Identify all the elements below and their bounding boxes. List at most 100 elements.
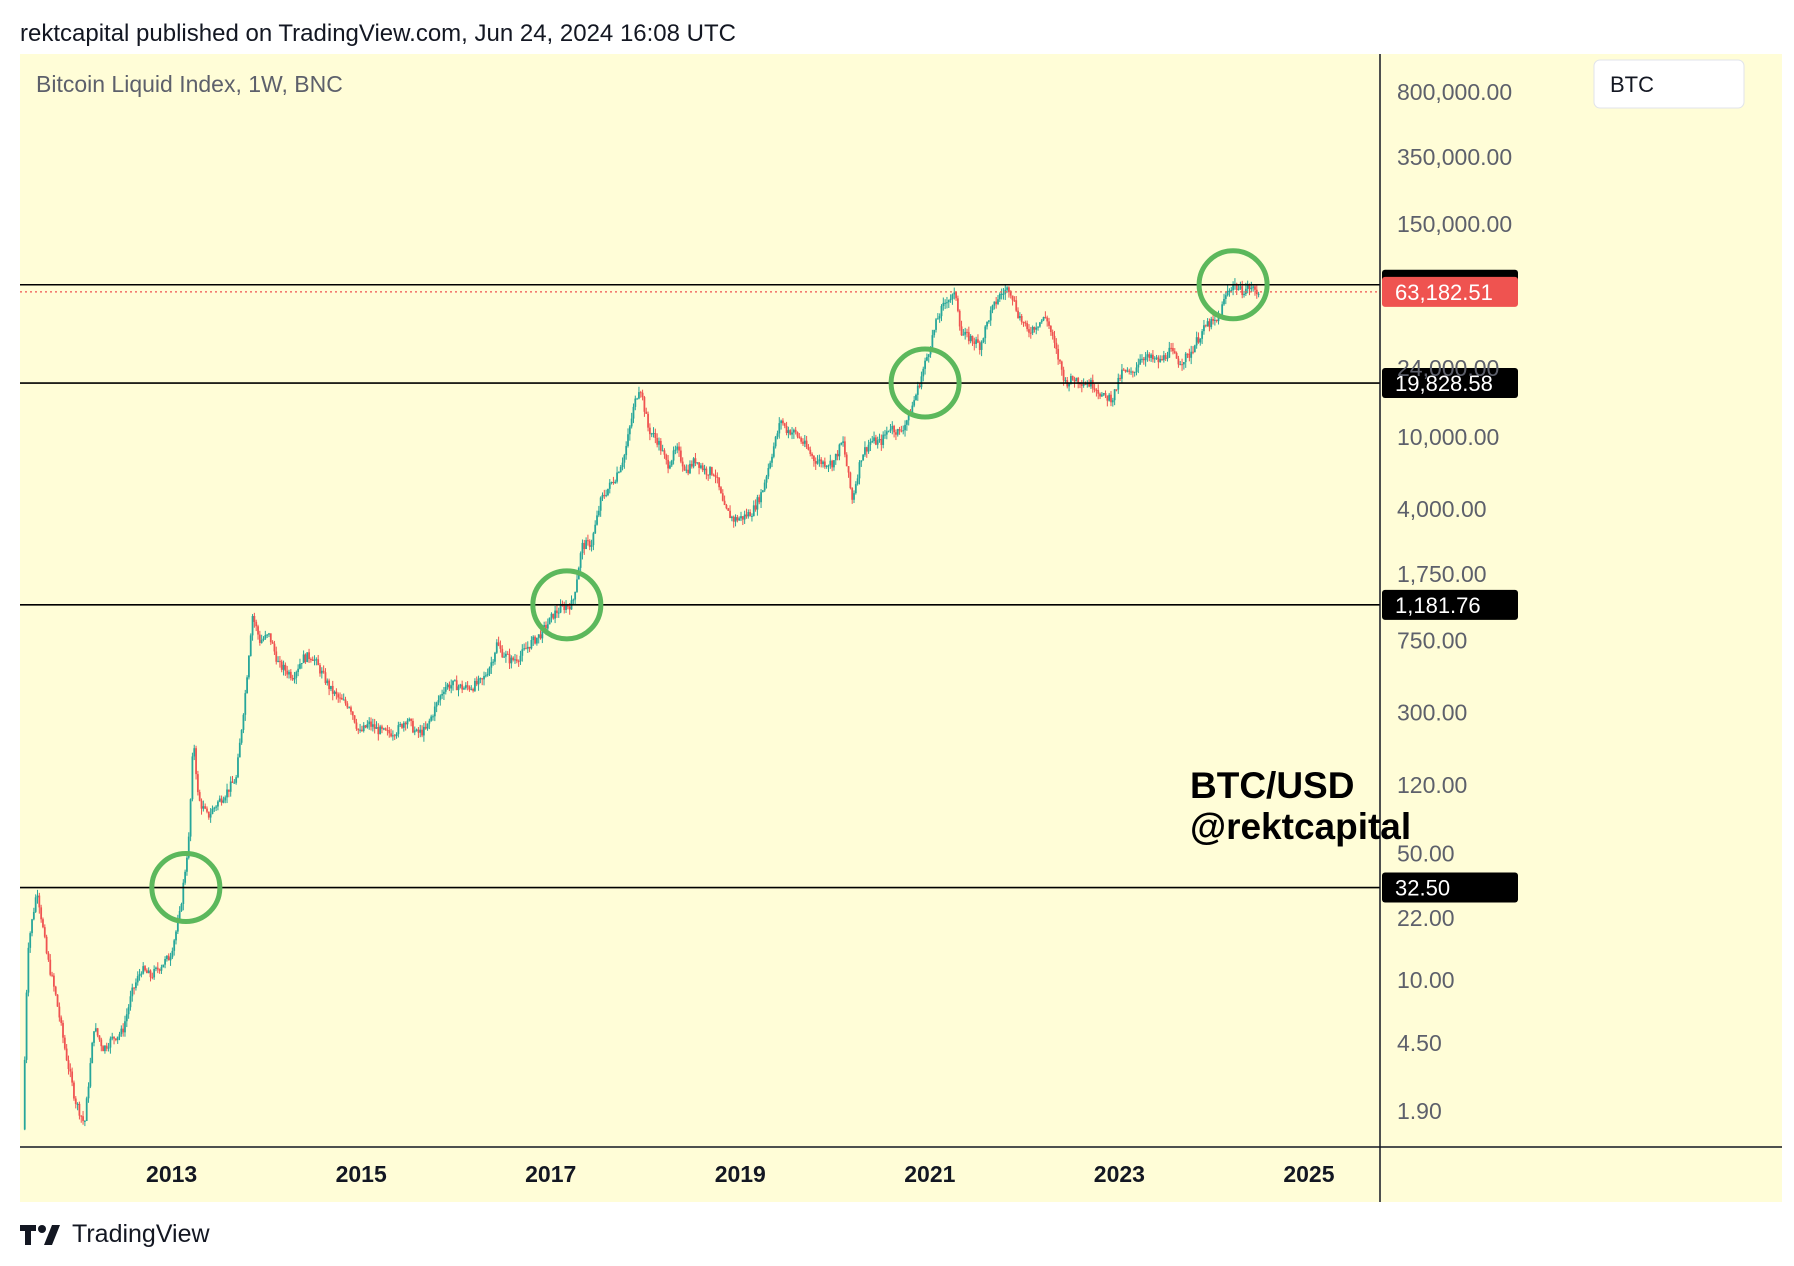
annotation-pair: BTC/USD <box>1190 765 1354 806</box>
candle <box>1124 369 1127 373</box>
candle <box>450 679 453 694</box>
candle <box>129 990 132 1011</box>
level-price-tag: 19,828.58 <box>1382 368 1518 399</box>
candle <box>76 1102 79 1111</box>
candle <box>497 636 500 647</box>
candle <box>87 1082 90 1103</box>
candle <box>463 686 465 690</box>
candle <box>652 427 655 438</box>
candle <box>869 438 872 452</box>
candle <box>40 904 43 923</box>
candle <box>614 479 617 484</box>
candle <box>594 520 597 535</box>
candle <box>794 426 797 435</box>
candle <box>1051 329 1054 340</box>
time-axis[interactable]: 2013 2015 2017 2019 2021 2023 2025 <box>20 1146 1782 1187</box>
candle <box>395 732 398 739</box>
candle <box>1224 292 1227 305</box>
level-price-tag: 32.50 <box>1382 872 1518 903</box>
candle <box>1119 374 1122 382</box>
candle <box>1184 352 1187 368</box>
candle <box>971 335 974 346</box>
candle <box>226 783 228 804</box>
candle <box>729 505 731 519</box>
candle <box>80 1115 83 1123</box>
price-axis[interactable]: 800,000.00350,000.00150,000.0024,000.001… <box>1379 54 1512 1202</box>
candle <box>922 366 925 382</box>
candle <box>89 1057 92 1089</box>
candle <box>125 1008 128 1028</box>
candle <box>951 293 954 305</box>
candle <box>288 669 290 679</box>
candle <box>23 1056 26 1131</box>
candle <box>384 727 387 731</box>
time-tick-label: 2023 <box>1094 1161 1145 1187</box>
candle <box>461 680 464 694</box>
candle <box>286 665 289 679</box>
candle <box>52 973 55 992</box>
candle <box>430 714 433 722</box>
candle <box>337 692 340 703</box>
candle <box>1095 388 1098 397</box>
time-tick-label: 2015 <box>336 1161 387 1187</box>
svg-text:63,182.51: 63,182.51 <box>1395 280 1493 305</box>
symbol-search-box[interactable]: BTC <box>1593 59 1745 109</box>
candle <box>375 721 378 729</box>
candle <box>1144 351 1147 367</box>
candle <box>710 466 713 476</box>
candle <box>776 430 779 440</box>
candle <box>1102 392 1105 397</box>
candle <box>105 1042 108 1052</box>
candle <box>413 726 416 736</box>
candle <box>829 454 832 469</box>
price-chart[interactable]: 69,164.8619,828.581,181.7632.5063,182.51… <box>20 54 1782 1202</box>
candle <box>1110 391 1112 407</box>
candle <box>198 789 201 802</box>
candle <box>388 726 391 738</box>
candle <box>1161 355 1163 361</box>
candle <box>523 643 526 651</box>
candle <box>588 539 591 551</box>
candle <box>656 433 659 448</box>
candle <box>1022 321 1025 327</box>
candle <box>133 987 135 995</box>
candle <box>973 337 976 351</box>
candle <box>1073 376 1076 388</box>
candle <box>240 729 243 745</box>
candle <box>953 287 956 300</box>
candle <box>645 407 648 414</box>
time-tick-label: 2017 <box>525 1161 576 1187</box>
candle <box>960 320 963 336</box>
candle <box>1208 318 1211 332</box>
candle <box>802 438 804 446</box>
candle <box>780 419 783 430</box>
candle <box>926 353 928 362</box>
candle <box>503 652 505 658</box>
candle <box>1071 375 1074 381</box>
candle <box>942 297 945 311</box>
candle <box>173 938 176 956</box>
candle <box>831 459 834 472</box>
candle <box>946 296 948 309</box>
candle <box>406 718 409 729</box>
candle <box>91 1041 94 1064</box>
candle <box>206 806 208 814</box>
candle <box>690 460 693 469</box>
candle <box>860 460 863 467</box>
candle <box>474 678 476 692</box>
candle <box>1148 352 1151 362</box>
price-tick-label: 10,000.00 <box>1397 424 1499 450</box>
candle <box>530 636 533 650</box>
candle <box>501 645 504 659</box>
time-axis-background <box>20 1147 1782 1202</box>
candle <box>373 718 376 734</box>
candle <box>355 718 358 731</box>
candle <box>391 730 394 741</box>
candle <box>1177 355 1180 368</box>
svg-text:1,181.76: 1,181.76 <box>1395 593 1481 618</box>
candle <box>324 668 327 685</box>
candle <box>31 918 33 937</box>
candle <box>54 985 57 997</box>
candle <box>650 432 653 438</box>
candle <box>381 724 383 734</box>
